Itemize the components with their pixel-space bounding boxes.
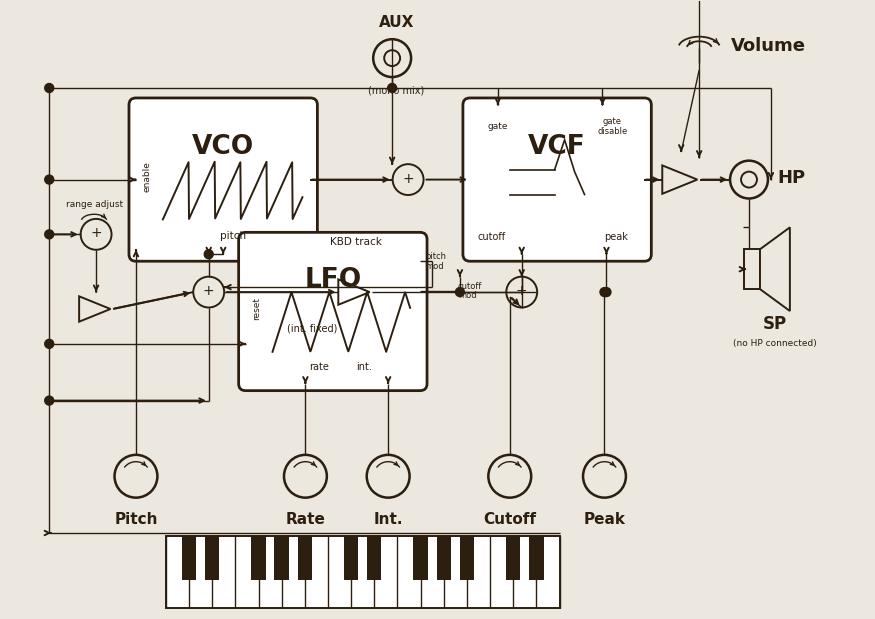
Circle shape xyxy=(45,230,53,239)
Text: SP: SP xyxy=(763,315,787,333)
Bar xyxy=(344,536,359,581)
Circle shape xyxy=(45,175,53,184)
FancyBboxPatch shape xyxy=(463,98,651,261)
Text: KBD track: KBD track xyxy=(331,237,382,247)
Text: peak: peak xyxy=(605,232,628,242)
Text: LFO: LFO xyxy=(304,267,361,293)
Text: +: + xyxy=(90,227,102,240)
Text: AUX: AUX xyxy=(379,15,414,30)
Circle shape xyxy=(204,250,213,259)
Text: cutoff
mod: cutoff mod xyxy=(458,282,482,300)
Text: pitch: pitch xyxy=(220,232,246,241)
FancyBboxPatch shape xyxy=(239,232,427,391)
Text: +: + xyxy=(516,284,528,298)
Bar xyxy=(166,536,560,608)
Bar xyxy=(275,536,289,581)
FancyBboxPatch shape xyxy=(129,98,318,261)
Text: VCF: VCF xyxy=(528,134,586,160)
Text: pitch
mod: pitch mod xyxy=(425,252,446,271)
Bar xyxy=(298,536,312,581)
Bar xyxy=(506,536,521,581)
Circle shape xyxy=(45,396,53,405)
Text: cutoff: cutoff xyxy=(478,232,506,242)
Circle shape xyxy=(602,288,611,297)
Text: Pitch: Pitch xyxy=(115,511,158,527)
Text: Peak: Peak xyxy=(584,511,626,527)
Text: (no HP connected): (no HP connected) xyxy=(733,339,816,348)
Text: reset: reset xyxy=(253,297,262,320)
Bar xyxy=(182,536,196,581)
Text: gate
disable: gate disable xyxy=(598,117,627,136)
Bar xyxy=(205,536,220,581)
Text: (mono mix): (mono mix) xyxy=(368,85,424,95)
Text: +: + xyxy=(203,284,214,298)
Bar xyxy=(529,536,543,581)
Text: (int. fixed): (int. fixed) xyxy=(287,324,338,334)
Text: +: + xyxy=(402,171,414,186)
Text: gate: gate xyxy=(487,122,508,131)
Text: Int.: Int. xyxy=(374,511,402,527)
Text: VCO: VCO xyxy=(192,134,255,160)
Text: Rate: Rate xyxy=(285,511,326,527)
Circle shape xyxy=(600,288,609,297)
Circle shape xyxy=(388,84,396,92)
Text: enable: enable xyxy=(143,161,152,192)
Text: range adjust: range adjust xyxy=(66,201,123,209)
Text: int.: int. xyxy=(356,361,372,372)
Bar xyxy=(368,536,382,581)
Circle shape xyxy=(456,288,465,297)
Bar xyxy=(251,536,266,581)
Text: Cutoff: Cutoff xyxy=(483,511,536,527)
Polygon shape xyxy=(760,227,790,311)
Bar xyxy=(459,536,474,581)
Bar xyxy=(437,536,451,581)
Bar xyxy=(744,249,760,289)
Text: HP: HP xyxy=(777,168,805,186)
Circle shape xyxy=(45,339,53,348)
Circle shape xyxy=(45,84,53,92)
Text: rate: rate xyxy=(309,361,329,372)
Text: Volume: Volume xyxy=(732,37,806,55)
Bar xyxy=(414,536,428,581)
